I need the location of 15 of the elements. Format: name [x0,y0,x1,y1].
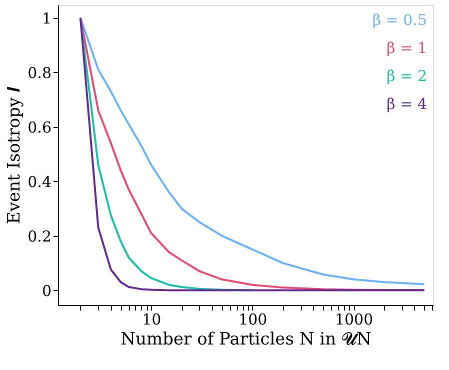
x-tick-label: 1000 [334,310,374,328]
y-tick-label: 1 [42,9,52,28]
y-tick-label: 0.2 [28,227,52,246]
text: β = 1 [386,39,427,57]
x-tick-label: 100 [238,310,268,328]
y-tick-label: 0 [42,282,52,300]
text: β = 2 [386,67,427,85]
y-tick-label: 0.4 [28,172,52,191]
x-tick-label: 10 [142,310,162,328]
text: β = 4 [386,95,427,113]
y-tick-label: 0.6 [28,118,52,136]
y-tick-label: 0.8 [28,64,52,82]
y-axis-title: Event Isotropy 𝑰 [4,86,25,224]
x-axis-title: Number of Particles N in 𝓤N [120,330,372,350]
text: β = 0.5 [372,11,427,29]
